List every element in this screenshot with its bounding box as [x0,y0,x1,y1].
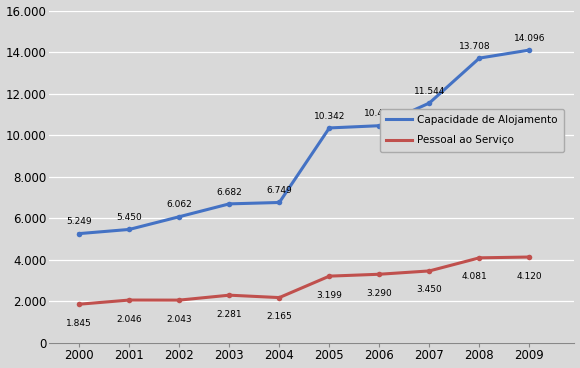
Text: 10.450: 10.450 [364,109,395,118]
Text: 4.120: 4.120 [517,272,542,280]
Text: 6.682: 6.682 [216,188,242,197]
Text: 3.450: 3.450 [416,286,443,294]
Text: 1.845: 1.845 [66,319,92,328]
Text: 2.281: 2.281 [216,310,242,319]
Text: 14.096: 14.096 [514,34,545,43]
Text: 2.165: 2.165 [266,312,292,321]
Legend: Capacidade de Alojamento, Pessoal ao Serviço: Capacidade de Alojamento, Pessoal ao Ser… [380,109,564,152]
Text: 13.708: 13.708 [459,42,490,51]
Text: 4.081: 4.081 [462,272,487,282]
Text: 6.062: 6.062 [166,201,192,209]
Text: 3.290: 3.290 [367,289,392,298]
Text: 2.046: 2.046 [117,315,142,323]
Text: 10.342: 10.342 [314,112,345,121]
Text: 3.199: 3.199 [317,291,342,300]
Text: 11.544: 11.544 [414,87,445,96]
Text: 2.043: 2.043 [166,315,192,323]
Text: 5.249: 5.249 [66,217,92,226]
Text: 5.450: 5.450 [117,213,142,222]
Text: 6.749: 6.749 [266,186,292,195]
